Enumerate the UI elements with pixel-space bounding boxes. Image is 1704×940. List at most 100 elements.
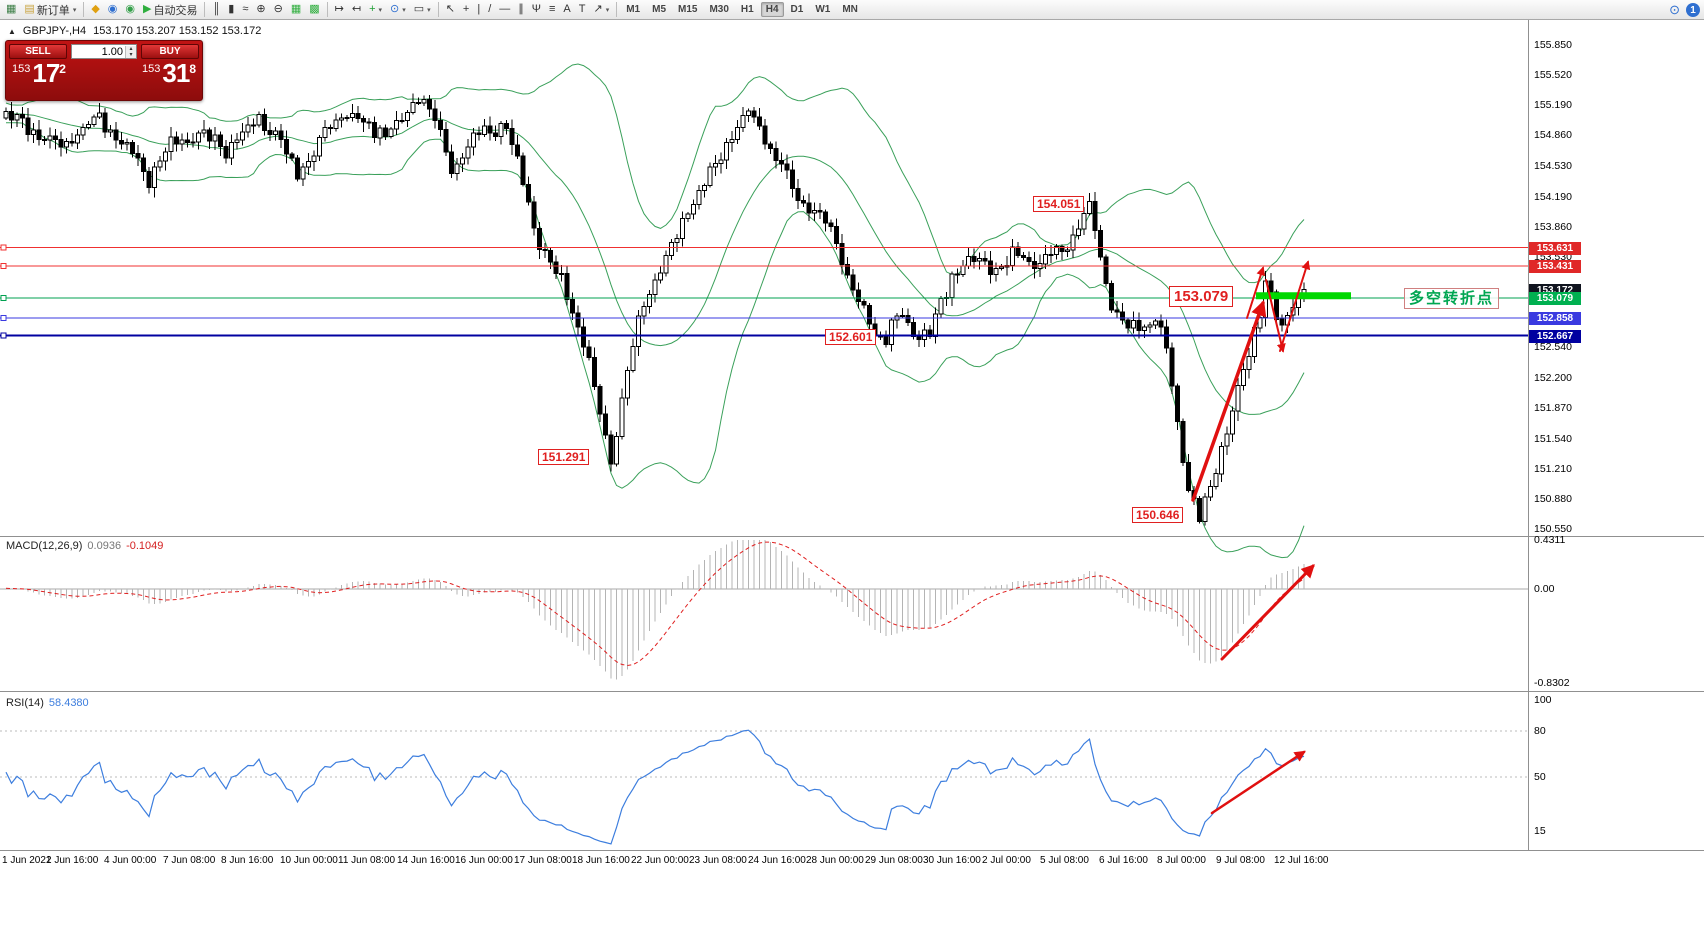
price-tick: 153.860 bbox=[1534, 221, 1572, 233]
chart-window-icon-button[interactable]: ▦ bbox=[2, 1, 20, 18]
price-callout[interactable]: 154.051 bbox=[1033, 196, 1085, 212]
indicators-icon-button[interactable]: + ▾ bbox=[365, 1, 386, 18]
vertical-line-icon-button[interactable]: | bbox=[473, 1, 484, 18]
zoom-in-icon-button[interactable]: ⊕ bbox=[252, 1, 269, 18]
autotrading-button-button[interactable]: ▶ 自动交易 bbox=[139, 1, 201, 18]
timeframe-m30[interactable]: M30 bbox=[709, 4, 729, 15]
text-icon-button[interactable]: A bbox=[559, 1, 574, 18]
price-tick: 152.540 bbox=[1534, 341, 1572, 353]
community-icon-button[interactable]: ◉ bbox=[104, 1, 122, 18]
price-tick: 155.190 bbox=[1534, 99, 1572, 111]
templates-icon-button[interactable]: ▭ ▾ bbox=[410, 1, 435, 18]
price-callout[interactable]: 152.601 bbox=[825, 329, 877, 345]
bar-chart-icon: ║ bbox=[212, 3, 221, 15]
collapse-triangle-icon[interactable]: ▲ bbox=[8, 26, 16, 36]
price-callout[interactable]: 151.291 bbox=[538, 449, 590, 465]
timeframe-h4[interactable]: H4 bbox=[760, 2, 784, 17]
trend-arrow bbox=[1210, 750, 1306, 815]
timeframe-mn[interactable]: MN bbox=[842, 4, 858, 15]
tile-windows-icon-button[interactable]: ▦ bbox=[287, 1, 305, 18]
horizontal-line-icon-button[interactable]: — bbox=[495, 1, 514, 18]
alert-icon-button[interactable]: ◆ bbox=[87, 1, 103, 18]
price-line-label: 153.431 bbox=[1529, 260, 1581, 273]
price-callout[interactable]: 153.079 bbox=[1169, 286, 1234, 307]
timeframe-w1[interactable]: W1 bbox=[815, 4, 831, 15]
timeframe-m15[interactable]: M15 bbox=[678, 4, 698, 15]
market-icon: ◉ bbox=[125, 3, 136, 15]
crosshair-icon-button[interactable]: + bbox=[459, 1, 473, 18]
new-order-button-button[interactable]: ▤ 新订单 ▾ bbox=[20, 1, 80, 18]
line-handle bbox=[0, 262, 7, 269]
dropdown-caret-icon: ▾ bbox=[402, 6, 406, 14]
new-order-button: ▤ bbox=[24, 3, 35, 15]
timeframe-h1[interactable]: H1 bbox=[740, 4, 754, 15]
dropdown-caret-icon: ▾ bbox=[605, 6, 610, 14]
symbol-info: ▲ GBPJPY-,H4 153.170 153.207 153.152 153… bbox=[8, 25, 261, 37]
chart-shift-icon-button[interactable]: ↤ bbox=[348, 1, 365, 18]
time-label: 11 Jun 08:00 bbox=[338, 855, 396, 866]
trend-arrow bbox=[1191, 300, 1267, 502]
macd-histogram bbox=[5, 540, 1305, 680]
periods-icon-button[interactable]: ⊙ ▾ bbox=[386, 1, 410, 18]
sell-button[interactable]: SELL bbox=[9, 44, 67, 59]
lot-decrease-button[interactable]: ▾ bbox=[126, 51, 136, 58]
price-tick: 150.880 bbox=[1534, 493, 1572, 505]
candlestick-chart-icon-button[interactable]: ▮ bbox=[224, 1, 238, 18]
bollinger-middle bbox=[5, 112, 1305, 415]
lot-input[interactable] bbox=[72, 45, 125, 58]
price-axis[interactable]: 155.850 155.520 155.190 154.860 154.530 154.1… bbox=[1529, 20, 1703, 868]
time-label: 7 Jun 08:00 bbox=[163, 855, 216, 866]
macd-name: MACD(12,26,9) bbox=[6, 540, 83, 552]
turning-point-annotation[interactable]: 多空转折点 bbox=[1404, 288, 1500, 309]
auto-scroll-icon-button[interactable]: ↦ bbox=[331, 1, 348, 18]
buy-price[interactable]: 153 31 8 bbox=[142, 60, 196, 86]
timeframe-m1[interactable]: M1 bbox=[626, 4, 641, 15]
bollinger-lower bbox=[6, 122, 1305, 559]
price-tick: 155.520 bbox=[1534, 69, 1572, 81]
trend-arrows[interactable] bbox=[1191, 260, 1315, 815]
cascade-windows-icon-button[interactable]: ▩ bbox=[305, 1, 323, 18]
label-icon-button[interactable]: T bbox=[575, 1, 590, 18]
trendline-icon-button[interactable]: / bbox=[484, 1, 495, 18]
time-label: 5 Jul 08:00 bbox=[1040, 855, 1089, 866]
toolbar-separator bbox=[437, 2, 439, 17]
time-label: 2 Jul 00:00 bbox=[982, 855, 1031, 866]
line-chart-icon-button[interactable]: ≈ bbox=[238, 1, 252, 18]
line-handle bbox=[0, 244, 7, 251]
lot-increase-button[interactable]: ▴ bbox=[126, 45, 136, 52]
sell-price[interactable]: 153 17 2 bbox=[12, 60, 66, 86]
zoom-out-icon: ⊖ bbox=[273, 3, 283, 15]
bar-chart-icon-button[interactable]: ║ bbox=[208, 1, 224, 18]
pitchfork-icon-button[interactable]: Ψ bbox=[528, 1, 545, 18]
rsi-indicator-label: RSI(14) 58.4380 bbox=[6, 697, 89, 709]
rsi-value: 58.4380 bbox=[48, 697, 89, 709]
timeframe-m5[interactable]: M5 bbox=[652, 4, 667, 15]
one-click-trading-panel: SELL ▴ ▾ BUY 153 17 2 153 31 8 bbox=[5, 40, 203, 101]
trendline-icon: / bbox=[488, 3, 492, 15]
price-callout[interactable]: 150.646 bbox=[1132, 507, 1184, 523]
search-icon[interactable]: ⊙ bbox=[1669, 2, 1680, 17]
toolbar: ▦ ▤ 新订单 ▾ ◆ ◉ ◉ ▶ 自动交易 ║ ▮ ≈ ⊕ ⊖ ▦ ▩ ↦ ↤ + ▾ ⊙ ▾ ▭ ▾ ↖ + | / — ∥ Ψ ≡ A T ↗… bbox=[0, 0, 1704, 20]
candles bbox=[3, 93, 1307, 526]
time-axis[interactable]: 1 Jun 2021 2 Jun 16:00 4 Jun 00:00 7 Jun 08… bbox=[0, 852, 1528, 870]
horizontal-level-lines[interactable] bbox=[0, 244, 1528, 339]
channel-icon-button[interactable]: ∥ bbox=[514, 1, 528, 18]
notification-badge[interactable]: 1 bbox=[1686, 3, 1700, 17]
time-label: 6 Jul 16:00 bbox=[1099, 855, 1148, 866]
zoom-out-icon-button[interactable]: ⊖ bbox=[270, 1, 287, 18]
timeframe-d1[interactable]: D1 bbox=[790, 4, 804, 15]
buy-button[interactable]: BUY bbox=[141, 44, 199, 59]
fibonacci-icon-button[interactable]: ≡ bbox=[545, 1, 559, 18]
arrows-tool-icon-button[interactable]: ↗ ▾ bbox=[589, 1, 613, 18]
time-label: 29 Jun 08:00 bbox=[865, 855, 923, 866]
buy-price-base: 153 bbox=[142, 63, 161, 75]
dropdown-caret-icon: ▾ bbox=[427, 6, 431, 14]
zoom-in-icon: ⊕ bbox=[256, 3, 266, 15]
time-label: 18 Jun 16:00 bbox=[572, 855, 630, 866]
cursor-icon-button[interactable]: ↖ bbox=[442, 1, 459, 18]
market-icon-button[interactable]: ◉ bbox=[121, 1, 139, 18]
lot-size-field: ▴ ▾ bbox=[71, 44, 137, 59]
arrows-tool-icon: ↗ bbox=[593, 3, 603, 15]
